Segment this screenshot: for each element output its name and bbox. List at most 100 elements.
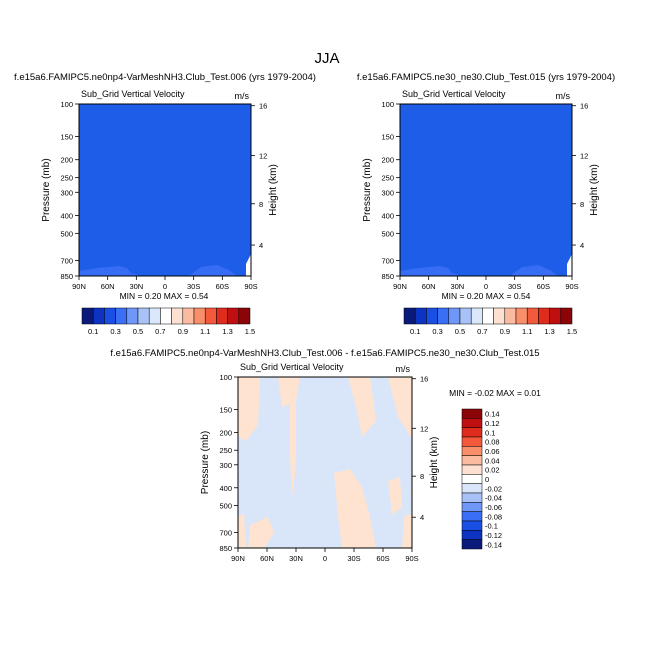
y-tick-label: 100 — [60, 100, 73, 109]
colorbar-label: 0.04 — [485, 456, 500, 465]
chart-panel-3: f.e15a6.FAMIPC5.ne0np4-VarMeshNH3.Club_T… — [110, 348, 541, 563]
panel-title: f.e15a6.FAMIPC5.ne30_ne30.Club_Test.015 … — [357, 72, 615, 83]
y-axis-label: Pressure (mb) — [200, 431, 211, 494]
y-tick-label: 250 — [60, 174, 73, 183]
y-tick-label: 400 — [381, 211, 394, 220]
y-tick-label: 150 — [381, 133, 394, 142]
x-tick-label: 60N — [101, 282, 115, 291]
x-tick-label: 60N — [422, 282, 436, 291]
colorbar-swatch — [227, 307, 240, 325]
y-tick-label: 850 — [381, 272, 394, 281]
field-patch — [238, 377, 260, 441]
field-patch — [248, 517, 274, 548]
colorbar-label: 0.14 — [485, 410, 500, 419]
x-tick-label: 30N — [450, 282, 464, 291]
colorbar-swatch — [426, 307, 438, 325]
y-tick-label: 300 — [219, 461, 232, 470]
panel-subtitle: Sub_Grid Vertical Velocity — [402, 89, 506, 99]
colorbar: 0.1 0.3 0.5 0.7 0.9 1.1 1.3 1.5 — [81, 307, 255, 336]
y-tick-label: 500 — [219, 502, 232, 511]
colorbar-swatch — [437, 307, 450, 325]
colorbar-label: 1.3 — [222, 327, 232, 336]
colorbar-swatch — [182, 307, 195, 325]
colorbar-label: -0.14 — [485, 540, 502, 549]
colorbar-swatch — [448, 307, 461, 325]
x-tick-label: 90S — [244, 282, 257, 291]
y2-tick-label: 16 — [580, 102, 588, 111]
colorbar-swatch — [461, 539, 483, 550]
x-tick-label: 0 — [323, 554, 327, 563]
colorbar-label: 0.06 — [485, 447, 500, 456]
y2-tick-label: 16 — [420, 375, 428, 384]
colorbar-swatch — [81, 307, 94, 325]
colorbar-swatch — [461, 418, 483, 428]
x-tick-label: 0 — [163, 282, 167, 291]
x-tick-label: 60N — [260, 554, 274, 563]
units-label: m/s — [556, 91, 571, 101]
colorbar-label: -0.06 — [485, 503, 502, 512]
y-tick-label: 500 — [381, 229, 394, 238]
y-tick-label: 100 — [381, 100, 394, 109]
colorbar-label: 1.1 — [200, 327, 210, 336]
field-patch — [400, 266, 462, 276]
colorbar-swatch — [204, 307, 217, 325]
y2-axis-label: Height (km) — [268, 164, 279, 216]
field-patch — [402, 513, 412, 548]
y2-tick-label: 12 — [580, 152, 588, 161]
colorbar-swatch — [470, 307, 483, 325]
colorbar-swatch — [560, 307, 573, 325]
x-tick-label: 90S — [565, 282, 578, 291]
colorbar-label: 0 — [485, 475, 489, 484]
colorbar-swatch — [526, 307, 539, 325]
colorbar-label: 0.1 — [410, 327, 420, 336]
y-tick-label: 400 — [60, 211, 73, 220]
y2-tick-label: 12 — [420, 424, 428, 433]
colorbar-swatch — [461, 492, 483, 503]
y2-tick-label: 12 — [259, 152, 267, 161]
field-fill — [79, 104, 251, 276]
x-tick-label: 30N — [129, 282, 143, 291]
y-axis-label: Pressure (mb) — [41, 158, 52, 221]
y-tick-label: 200 — [219, 428, 232, 437]
colorbar-swatch — [461, 464, 483, 475]
x-tick-label: 90N — [393, 282, 407, 291]
x-tick-label: 90N — [231, 554, 245, 563]
min-max-label: MIN = 0.20 MAX = 0.54 — [120, 291, 209, 301]
colorbar-swatch — [515, 307, 528, 325]
colorbar-swatch — [461, 427, 483, 438]
y-tick-label: 400 — [219, 484, 232, 493]
x-tick-label: 60S — [216, 282, 229, 291]
y2-tick-label: 4 — [420, 513, 424, 522]
colorbar-swatch — [538, 307, 550, 325]
field-patch — [79, 266, 141, 276]
y-tick-label: 200 — [381, 156, 394, 165]
chart-panel-1: f.e15a6.FAMIPC5.ne0np4-VarMeshNH3.Club_T… — [14, 72, 316, 336]
colorbar-swatch — [148, 307, 161, 325]
colorbar-label: 1.5 — [567, 327, 577, 336]
y-tick-label: 700 — [219, 528, 232, 537]
colorbar-label: -0.1 — [485, 522, 498, 531]
colorbar-swatch — [104, 307, 116, 325]
colorbar-label: 0.3 — [432, 327, 442, 336]
colorbar-label: -0.04 — [485, 494, 502, 503]
y-tick-label: 200 — [60, 156, 73, 165]
min-max-label: MIN = 0.20 MAX = 0.54 — [442, 291, 531, 301]
colorbar-swatch — [461, 446, 483, 456]
panel-subtitle: Sub_Grid Vertical Velocity — [81, 89, 185, 99]
x-tick-label: 30S — [347, 554, 360, 563]
y-axis-label: Pressure (mb) — [362, 158, 373, 221]
colorbar-label: 0.9 — [178, 327, 188, 336]
y-tick-label: 150 — [60, 133, 73, 142]
colorbar-swatch — [461, 530, 483, 540]
y-tick-label: 700 — [60, 256, 73, 265]
colorbar-label: 0.5 — [455, 327, 465, 336]
colorbar-swatch — [238, 307, 251, 325]
x-tick-label: 90N — [72, 282, 86, 291]
colorbar-label: 1.3 — [544, 327, 554, 336]
colorbar-label: 0.7 — [477, 327, 487, 336]
colorbar-swatch — [461, 511, 483, 522]
colorbar-label: 0.7 — [155, 327, 165, 336]
colorbar: 0.1 0.3 0.5 0.7 0.9 1.1 1.3 1.5 — [403, 307, 577, 336]
y-tick-label: 100 — [219, 373, 232, 382]
colorbar-label: -0.12 — [485, 531, 502, 540]
